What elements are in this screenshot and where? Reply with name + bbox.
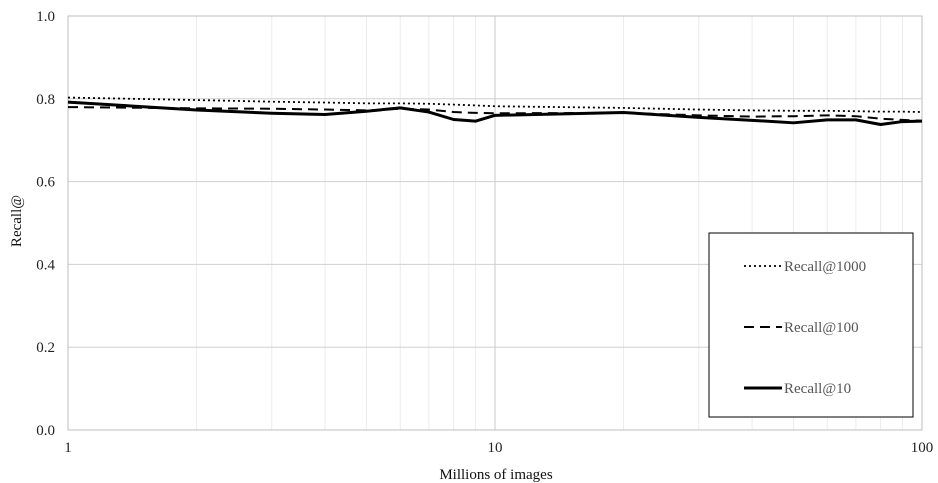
legend-label: Recall@100 — [784, 320, 859, 336]
y-tick-label: 0.0 — [36, 423, 55, 439]
x-axis-ticks: 1 10 100 — [64, 440, 933, 456]
y-axis-title: Recall@ — [9, 195, 25, 247]
y-tick-label: 0.6 — [36, 175, 55, 191]
legend-box — [708, 232, 914, 418]
y-axis-ticks: 0.0 0.2 0.4 0.6 0.8 1.0 — [36, 9, 55, 439]
legend: Recall@1000 Recall@100 Recall@10 — [708, 232, 914, 418]
series-line-recall-100 — [67, 106, 923, 122]
legend-label: Recall@1000 — [784, 259, 866, 275]
series-layer — [67, 96, 923, 126]
legend-label: Recall@10 — [784, 381, 851, 397]
x-axis-title: Millions of images — [439, 467, 552, 483]
y-tick-label: 1.0 — [36, 9, 55, 25]
y-tick-label: 0.2 — [36, 340, 55, 356]
y-tick-label: 0.8 — [36, 92, 55, 108]
x-tick-label: 10 — [488, 440, 503, 456]
y-tick-label: 0.4 — [36, 257, 55, 273]
series-line-recall-10 — [67, 100, 923, 126]
x-tick-label: 100 — [911, 440, 934, 456]
x-tick-label: 1 — [64, 440, 72, 456]
plot-area — [67, 15, 923, 431]
